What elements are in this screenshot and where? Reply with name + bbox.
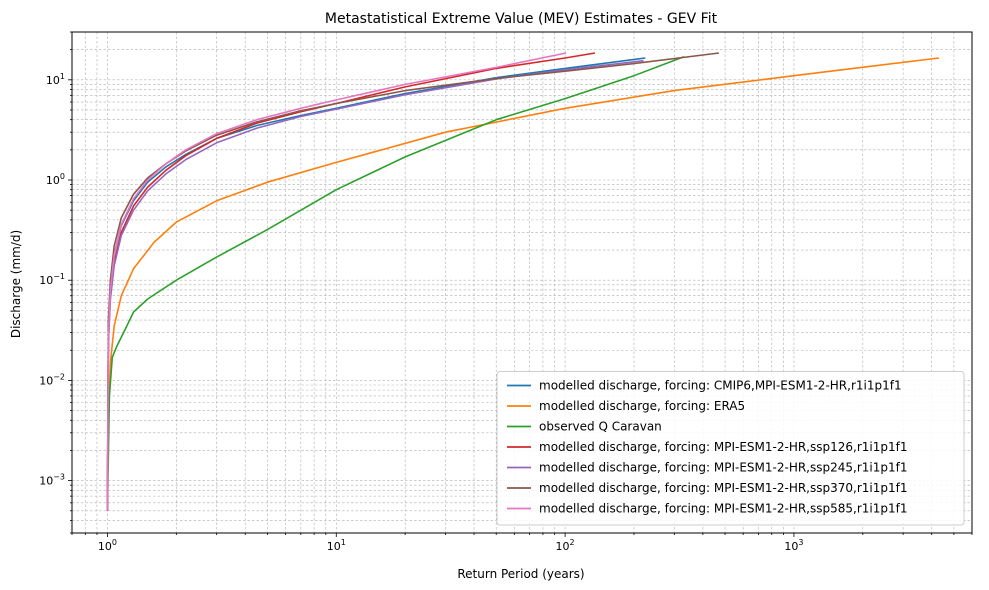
y-tick-label: 10−2 bbox=[39, 372, 65, 387]
legend-label: modelled discharge, forcing: MPI-ESM1-2-… bbox=[539, 440, 907, 454]
legend-label: modelled discharge, forcing: MPI-ESM1-2-… bbox=[539, 481, 907, 495]
legend: modelled discharge, forcing: CMIP6,MPI-E… bbox=[496, 371, 965, 526]
legend-label: modelled discharge, forcing: MPI-ESM1-2-… bbox=[539, 461, 907, 475]
series-line-2 bbox=[106, 57, 939, 511]
chart-title: Metastatistical Extreme Value (MEV) Esti… bbox=[325, 11, 718, 27]
series-line-5 bbox=[106, 59, 644, 511]
x-tick-label: 103 bbox=[784, 538, 803, 553]
legend-label: modelled discharge, forcing: MPI-ESM1-2-… bbox=[539, 502, 907, 516]
series-line-6 bbox=[106, 52, 719, 511]
x-tick-label: 102 bbox=[556, 538, 575, 553]
legend-label: modelled discharge, forcing: ERA5 bbox=[539, 399, 745, 413]
y-tick-label: 10−3 bbox=[39, 473, 65, 488]
y-tick-label: 10−1 bbox=[39, 272, 65, 287]
series-layer bbox=[106, 52, 939, 511]
series-line-7 bbox=[106, 52, 567, 511]
y-tick-label: 100 bbox=[46, 172, 65, 187]
legend-label: modelled discharge, forcing: CMIP6,MPI-E… bbox=[539, 379, 902, 393]
x-tick-label: 100 bbox=[98, 538, 117, 553]
ticks-layer: 100 101 102 103 10−3 10−2 10−1 100 101 bbox=[39, 31, 973, 553]
legend-box bbox=[496, 371, 965, 526]
x-tick-label: 101 bbox=[327, 538, 346, 553]
legend-label: observed Q Caravan bbox=[539, 420, 662, 434]
y-axis-label: Discharge (mm/d) bbox=[9, 230, 23, 338]
series-line-3 bbox=[106, 55, 685, 511]
y-tick-label: 101 bbox=[46, 72, 65, 87]
plot-frame bbox=[71, 31, 973, 534]
x-axis-label: Return Period (years) bbox=[457, 567, 584, 581]
